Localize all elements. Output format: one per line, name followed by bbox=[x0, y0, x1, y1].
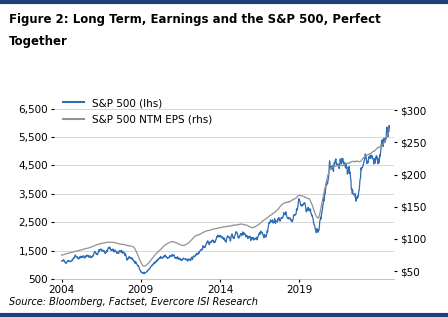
Text: Figure 2: Long Term, Earnings and the S&P 500, Perfect: Figure 2: Long Term, Earnings and the S&… bbox=[9, 13, 381, 26]
Text: Source: Bloomberg, Factset, Evercore ISI Research: Source: Bloomberg, Factset, Evercore ISI… bbox=[9, 297, 258, 307]
Legend: S&P 500 (lhs), S&P 500 NTM EPS (rhs): S&P 500 (lhs), S&P 500 NTM EPS (rhs) bbox=[59, 94, 217, 129]
Text: Together: Together bbox=[9, 35, 68, 48]
